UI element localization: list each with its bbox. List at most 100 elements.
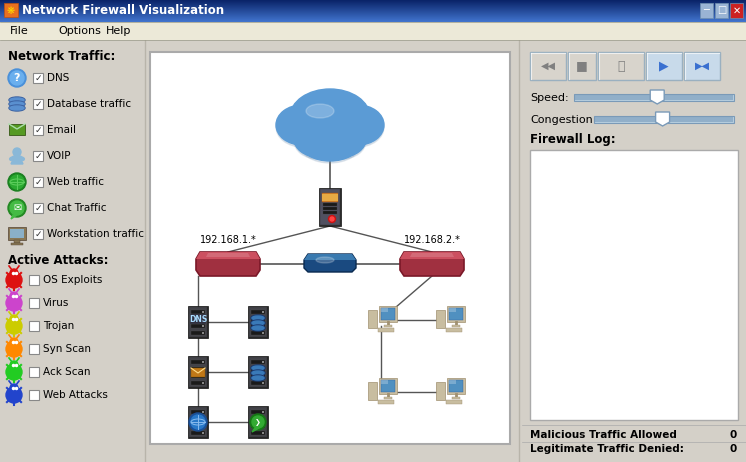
Text: OS Exploits: OS Exploits [43,275,102,285]
FancyBboxPatch shape [0,1,746,2]
FancyBboxPatch shape [446,400,462,404]
FancyBboxPatch shape [530,52,566,80]
FancyBboxPatch shape [202,368,204,370]
Circle shape [10,338,18,346]
FancyBboxPatch shape [262,332,264,334]
Polygon shape [196,252,260,276]
Ellipse shape [252,376,264,380]
FancyBboxPatch shape [574,94,734,101]
FancyBboxPatch shape [10,229,24,238]
Text: Syn Scan: Syn Scan [43,344,91,354]
FancyBboxPatch shape [251,360,265,364]
FancyBboxPatch shape [323,203,337,206]
Text: □: □ [717,6,726,16]
FancyBboxPatch shape [0,17,746,18]
FancyBboxPatch shape [436,382,445,400]
Ellipse shape [9,105,25,111]
FancyBboxPatch shape [29,298,39,308]
Ellipse shape [252,326,264,330]
FancyBboxPatch shape [730,3,743,18]
Text: ❋: ❋ [7,6,15,16]
FancyBboxPatch shape [251,367,265,371]
Ellipse shape [10,106,24,110]
Circle shape [8,389,20,401]
FancyBboxPatch shape [189,357,207,387]
FancyBboxPatch shape [522,40,746,462]
Ellipse shape [9,97,25,103]
FancyBboxPatch shape [202,382,204,384]
Text: ✓: ✓ [34,126,42,135]
Text: Firewall Log:: Firewall Log: [530,134,615,146]
FancyBboxPatch shape [0,7,746,8]
Text: 192.168.1.*: 192.168.1.* [200,235,257,245]
FancyBboxPatch shape [191,424,205,428]
FancyBboxPatch shape [251,417,265,421]
FancyBboxPatch shape [449,380,456,384]
FancyBboxPatch shape [378,400,394,404]
Text: DNS: DNS [189,315,207,323]
Text: Speed:: Speed: [530,93,568,103]
Polygon shape [410,253,454,257]
Circle shape [6,295,22,311]
Text: Database traffic: Database traffic [47,99,131,109]
FancyBboxPatch shape [202,311,204,313]
Text: 0: 0 [730,444,737,454]
Text: Congestion:: Congestion: [530,115,596,125]
FancyBboxPatch shape [381,308,395,320]
Text: Malicious Traffic Allowed: Malicious Traffic Allowed [530,430,677,440]
FancyBboxPatch shape [0,40,746,462]
Circle shape [330,217,334,221]
FancyBboxPatch shape [9,124,25,135]
FancyBboxPatch shape [262,361,264,363]
FancyBboxPatch shape [14,240,20,243]
Ellipse shape [318,123,366,159]
FancyBboxPatch shape [0,3,746,4]
FancyBboxPatch shape [202,361,204,363]
FancyBboxPatch shape [320,189,340,225]
FancyBboxPatch shape [251,431,265,435]
Text: ✓: ✓ [34,100,42,109]
FancyBboxPatch shape [249,357,267,387]
FancyBboxPatch shape [262,432,264,434]
FancyBboxPatch shape [190,314,206,324]
FancyBboxPatch shape [715,3,728,18]
Polygon shape [304,254,356,272]
FancyBboxPatch shape [202,432,204,434]
Text: Web Attacks: Web Attacks [43,390,108,400]
Text: ?: ? [13,73,20,83]
FancyBboxPatch shape [0,11,746,12]
Circle shape [8,69,26,87]
FancyBboxPatch shape [0,19,746,20]
FancyBboxPatch shape [251,310,265,314]
Text: ✓: ✓ [34,204,42,213]
FancyBboxPatch shape [251,410,265,414]
Polygon shape [651,90,664,104]
Polygon shape [206,253,250,257]
FancyBboxPatch shape [646,52,682,80]
FancyBboxPatch shape [202,418,204,420]
FancyBboxPatch shape [251,331,265,335]
Text: ✓: ✓ [34,152,42,161]
FancyBboxPatch shape [248,406,268,438]
FancyBboxPatch shape [0,18,746,19]
Circle shape [252,416,264,428]
FancyBboxPatch shape [251,424,265,428]
FancyBboxPatch shape [248,356,268,388]
Polygon shape [252,428,259,432]
FancyBboxPatch shape [191,317,205,321]
Ellipse shape [10,98,24,102]
Ellipse shape [294,121,342,157]
Ellipse shape [300,125,360,161]
Circle shape [8,274,20,286]
Circle shape [328,215,336,223]
FancyBboxPatch shape [262,318,264,320]
Text: Help: Help [106,26,131,36]
FancyBboxPatch shape [436,310,445,328]
FancyBboxPatch shape [251,324,265,328]
Polygon shape [400,252,464,276]
Text: ─: ─ [703,6,709,16]
Ellipse shape [306,104,334,118]
Ellipse shape [252,366,264,370]
FancyBboxPatch shape [29,321,39,331]
FancyBboxPatch shape [202,425,204,427]
